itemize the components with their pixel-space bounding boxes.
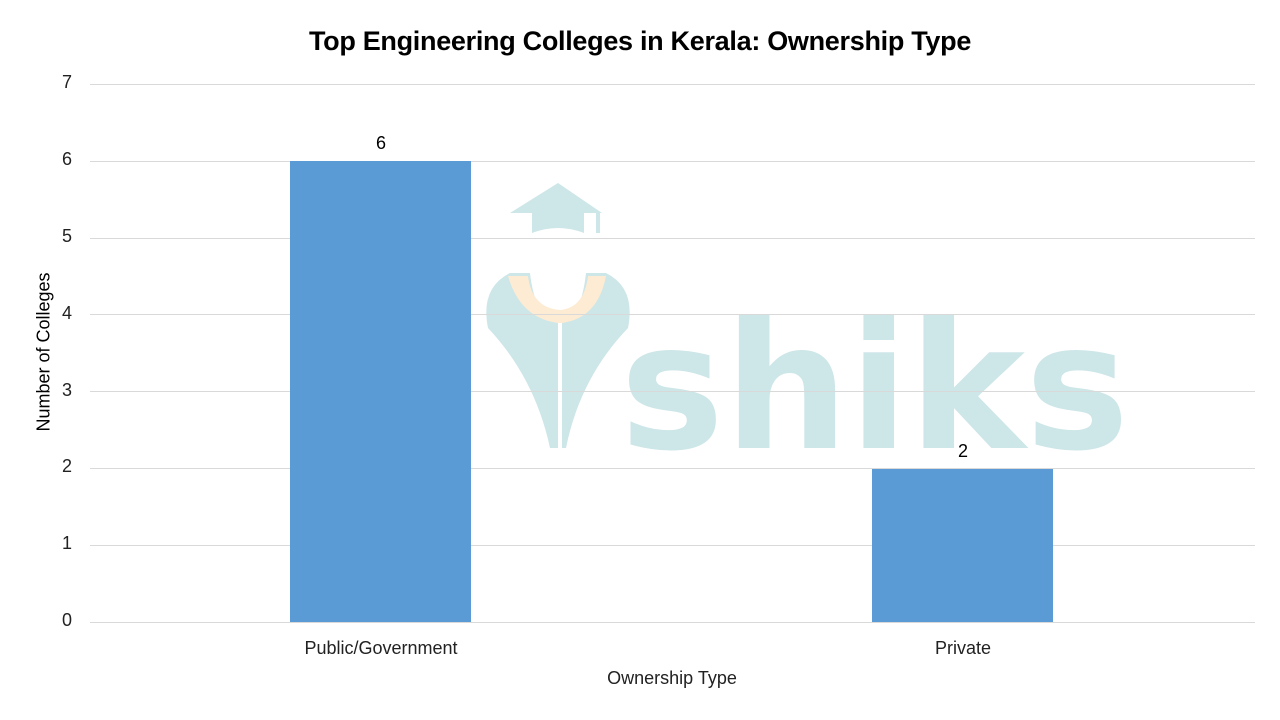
shiksha-watermark-logo: shiksha xyxy=(486,183,1140,458)
x-tick: Private xyxy=(934,638,992,658)
gridline xyxy=(90,314,1255,315)
gridline xyxy=(90,161,1255,162)
y-tick: 3 xyxy=(61,380,72,400)
y-axis-label: Number of Colleges xyxy=(33,272,54,432)
data-label: 6 xyxy=(375,133,386,153)
gridline xyxy=(90,238,1255,239)
x-tick: Public/Government xyxy=(304,638,458,658)
y-tick: 0 xyxy=(61,610,72,630)
gridline xyxy=(90,84,1255,85)
y-tick: 5 xyxy=(61,226,72,246)
watermark-text: shiksha xyxy=(620,287,1140,458)
y-tick: 1 xyxy=(61,533,72,553)
y-tick: 4 xyxy=(61,303,72,323)
bar-private xyxy=(872,469,1053,622)
chart-title: Top Engineering Colleges in Kerala: Owne… xyxy=(308,26,972,56)
y-tick: 7 xyxy=(61,72,72,92)
x-axis-label: Ownership Type xyxy=(607,668,737,688)
plot-area xyxy=(90,84,1255,623)
y-tick: 2 xyxy=(61,456,72,476)
gridline xyxy=(90,391,1255,392)
x-axis-line xyxy=(90,622,1255,623)
gridline xyxy=(90,468,1255,469)
data-label: 2 xyxy=(957,441,968,461)
gridline xyxy=(90,545,1255,546)
bar-public-government xyxy=(290,161,471,622)
y-tick: 6 xyxy=(61,149,72,169)
